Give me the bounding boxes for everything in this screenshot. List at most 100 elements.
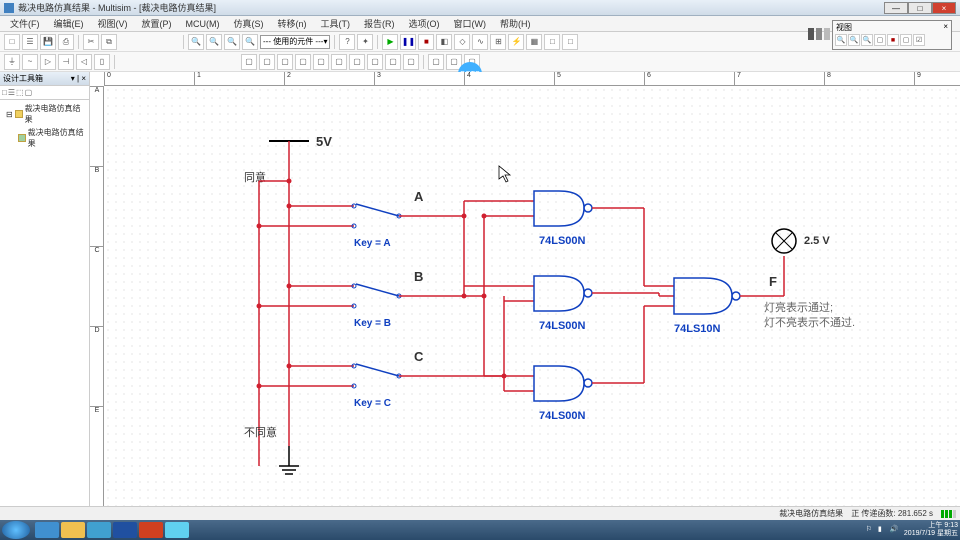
instr2-icon[interactable]: ▢ [259, 54, 275, 70]
probe-icon[interactable]: ◇ [454, 34, 470, 50]
instr7-icon[interactable]: ▢ [349, 54, 365, 70]
place-diode-icon[interactable]: ▷ [40, 54, 56, 70]
place-transistor-icon[interactable]: ⊣ [58, 54, 74, 70]
instr4-icon[interactable]: ▢ [295, 54, 311, 70]
svg-text:Key = C: Key = C [354, 398, 391, 409]
pause-icon[interactable]: ❚❚ [400, 34, 416, 50]
print-icon[interactable]: ⎙ [58, 34, 74, 50]
extra2-icon[interactable]: □ [562, 34, 578, 50]
vp-zoom3-icon[interactable]: 🔍 [861, 34, 873, 46]
zoom-in-icon[interactable]: 🔍 [188, 34, 204, 50]
save-icon[interactable]: 💾 [40, 34, 56, 50]
zoom-fit-icon[interactable]: 🔍 [242, 34, 258, 50]
menu-mcu[interactable]: MCU(M) [180, 18, 226, 30]
elec-icon[interactable]: ⚡ [508, 34, 524, 50]
extra1-icon[interactable]: □ [544, 34, 560, 50]
canvas[interactable]: 0 1 2 3 4 5 6 7 8 9 A B C D E 5V 同意 [90, 72, 960, 520]
tray-date[interactable]: 2019/7/19 星期五 [904, 530, 958, 538]
wizard-icon[interactable]: ✦ [357, 34, 373, 50]
zoom-out-icon[interactable]: 🔍 [206, 34, 222, 50]
menu-view[interactable]: 视图(V) [92, 16, 134, 31]
vp-zoom2-icon[interactable]: 🔍 [848, 34, 860, 46]
svg-text:A: A [414, 189, 424, 204]
help-icon[interactable]: ? [339, 34, 355, 50]
sidebar-title: 设计工具箱 [3, 73, 43, 84]
component-combo[interactable]: --- 使用的元件 --- ▾ [260, 35, 330, 49]
view-panel-title: 视图 [836, 22, 852, 33]
maximize-button[interactable]: □ [908, 2, 932, 14]
menu-edit[interactable]: 编辑(E) [48, 16, 90, 31]
sidebar-pin-icon[interactable]: ▾ | × [71, 74, 86, 83]
menu-simulate[interactable]: 仿真(S) [228, 16, 270, 31]
instr10-icon[interactable]: ▢ [403, 54, 419, 70]
grapher-icon[interactable]: ◧ [436, 34, 452, 50]
instr6-icon[interactable]: ▢ [331, 54, 347, 70]
svg-text:灯不亮表示不通过.: 灯不亮表示不通过. [764, 315, 855, 329]
sb-tool3-icon[interactable]: ⬚ [16, 88, 24, 97]
taskbar-ie-icon[interactable] [35, 522, 59, 538]
new-icon[interactable]: □ [4, 34, 20, 50]
instr5-icon[interactable]: ▢ [313, 54, 329, 70]
run-icon[interactable]: ▶ [382, 34, 398, 50]
zoom-area-icon[interactable]: 🔍 [224, 34, 240, 50]
taskbar-video-icon[interactable] [165, 522, 189, 538]
vp-zoom1-icon[interactable]: 🔍 [835, 34, 847, 46]
menu-help[interactable]: 帮助(H) [494, 16, 537, 31]
taskbar-app1-icon[interactable] [87, 522, 111, 538]
start-button[interactable] [2, 521, 30, 539]
copy-icon[interactable]: ⧉ [101, 34, 117, 50]
tree-root-label: 裁决电路仿真结果 [25, 103, 87, 125]
place-basic-icon[interactable]: ~ [22, 54, 38, 70]
menu-place[interactable]: 放置(P) [136, 16, 178, 31]
stop-icon[interactable]: ■ [418, 34, 434, 50]
tray-flag-icon[interactable]: ⚐ [866, 525, 876, 535]
instr3-icon[interactable]: ▢ [277, 54, 293, 70]
sb-tool2-icon[interactable]: ☰ [8, 88, 15, 97]
svg-text:灯亮表示通过;: 灯亮表示通过; [764, 300, 833, 314]
minimize-button[interactable]: — [884, 2, 908, 14]
tray-vol-icon[interactable]: 🔊 [890, 525, 900, 535]
svg-text:B: B [414, 269, 423, 284]
menu-transfer[interactable]: 转移(n) [272, 16, 313, 31]
close-button[interactable]: × [932, 2, 956, 14]
taskbar-explorer-icon[interactable] [61, 522, 85, 538]
tray-net-icon[interactable]: ▮ [878, 525, 888, 535]
view-panel-close[interactable]: × [943, 22, 948, 33]
menu-reports[interactable]: 报告(R) [358, 16, 401, 31]
schematic[interactable]: 5V 同意 不同意 [104, 86, 960, 506]
place-ttl-icon[interactable]: ▯ [94, 54, 110, 70]
view-panel: 视图 × 🔍 🔍 🔍 ▢ ■ ▢ ☑ [832, 20, 952, 50]
svg-text:74LS00N: 74LS00N [539, 410, 586, 422]
menu-file[interactable]: 文件(F) [4, 16, 46, 31]
tree-child-label: 裁决电路仿真结果 [28, 127, 87, 149]
place-source-icon[interactable]: ⏚ [4, 54, 20, 70]
vp-stop-icon[interactable]: ■ [887, 34, 899, 46]
taskbar-ppt-icon[interactable] [139, 522, 163, 538]
postproc-icon[interactable]: ⊞ [490, 34, 506, 50]
menu-window[interactable]: 窗口(W) [448, 16, 493, 31]
menu-tools[interactable]: 工具(T) [315, 16, 357, 31]
analysis-icon[interactable]: ∿ [472, 34, 488, 50]
place-analog-icon[interactable]: ◁ [76, 54, 92, 70]
vp-check-icon[interactable]: ☑ [913, 34, 925, 46]
instr8-icon[interactable]: ▢ [367, 54, 383, 70]
vp-opt-icon[interactable]: ▢ [900, 34, 912, 46]
menu-options[interactable]: 选项(O) [403, 16, 446, 31]
instr1-icon[interactable]: ▢ [241, 54, 257, 70]
tree-root[interactable]: ⊟ 裁决电路仿真结果 [2, 102, 87, 126]
open-icon[interactable]: ☰ [22, 34, 38, 50]
vp-zoom4-icon[interactable]: ▢ [874, 34, 886, 46]
taskbar-word-icon[interactable] [113, 522, 137, 538]
breadboard-icon[interactable]: ▦ [526, 34, 542, 50]
tree-child[interactable]: 裁决电路仿真结果 [2, 126, 87, 150]
window-title: 裁决电路仿真结果 - Multisim - [裁决电路仿真结果] [18, 1, 884, 14]
sidebar-tools: □ ☰ ⬚ ▢ [0, 86, 89, 100]
sb-tool1-icon[interactable]: □ [2, 88, 7, 97]
folder-icon [15, 110, 23, 118]
instr11-icon[interactable]: ▢ [428, 54, 444, 70]
cut-icon[interactable]: ✂ [83, 34, 99, 50]
sb-tool4-icon[interactable]: ▢ [25, 88, 33, 97]
tray-time[interactable]: 上午 9:13 [904, 522, 958, 530]
svg-text:74LS00N: 74LS00N [539, 235, 586, 247]
instr9-icon[interactable]: ▢ [385, 54, 401, 70]
